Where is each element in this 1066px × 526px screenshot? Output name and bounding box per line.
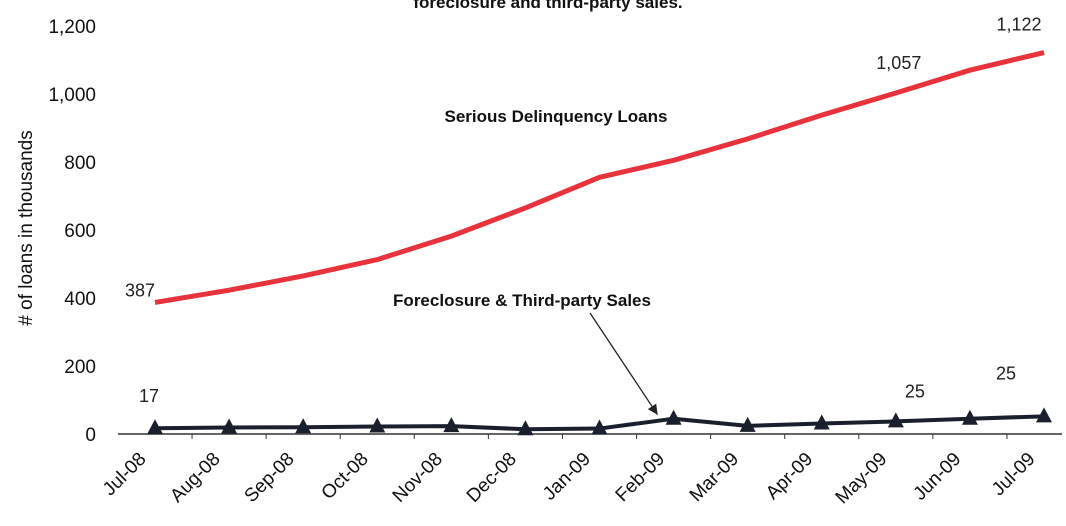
triangle-marker	[295, 418, 312, 434]
y-axis-ticks: 0 200 400 600 800 1,000 1,200	[48, 17, 96, 446]
triangle-marker	[147, 419, 163, 435]
x-tick-label: Nov-08	[389, 449, 447, 507]
serious-delinquency-label: Serious Delinquency Loans	[445, 107, 668, 126]
axes	[118, 433, 1062, 439]
data-labels: 387 1,057 1,122 17 25 25	[125, 15, 1042, 407]
triangle-marker	[665, 409, 682, 425]
x-tick-label: Sep-08	[241, 449, 299, 507]
triangle-marker	[961, 409, 978, 425]
serious-delinquency-line	[154, 50, 1045, 305]
leader-arrow-line	[589, 312, 659, 416]
triangle-marker	[443, 417, 460, 433]
y-tick-label: 400	[64, 289, 96, 310]
data-label: 17	[139, 386, 159, 406]
x-tick-label: Mar-09	[686, 449, 743, 506]
x-tick-label: Jun-09	[910, 449, 966, 505]
x-tick-label: Jan-09	[539, 449, 595, 505]
triangle-marker	[591, 419, 608, 435]
y-tick-label: 800	[64, 153, 96, 174]
triangle-marker	[813, 414, 830, 430]
x-tick-label: Jul-09	[988, 449, 1039, 500]
triangle-marker	[739, 416, 756, 432]
chart-title: foreclosure and third-party sales.	[413, 0, 682, 12]
foreclosure-sales-label: Foreclosure & Third-party Sales	[393, 291, 651, 310]
y-tick-label: 600	[64, 221, 96, 242]
x-tick-label: Apr-09	[762, 449, 817, 504]
data-label: 387	[125, 280, 155, 300]
triangle-marker	[369, 417, 386, 433]
x-axis-ticks: Jul-08 Aug-08 Sep-08 Oct-08 Nov-08 Dec-08 Jan-…	[99, 449, 1039, 509]
triangle-marker	[1036, 407, 1052, 423]
x-tick-label: Dec-08	[463, 449, 521, 507]
y-tick-label: 1,000	[48, 85, 96, 106]
x-tick-label: Jul-08	[99, 449, 150, 500]
y-tick-label: 200	[64, 357, 96, 378]
data-label: 25	[996, 363, 1016, 383]
x-tick-label: Oct-08	[318, 449, 373, 504]
data-label: 1,057	[876, 53, 921, 73]
triangle-marker	[517, 420, 534, 436]
triangle-marker	[887, 412, 904, 428]
triangle-marker	[221, 418, 238, 434]
y-tick-label: 0	[85, 425, 96, 446]
x-tick-label: Feb-09	[612, 449, 669, 506]
y-axis-label: # of loans in thousands	[16, 130, 37, 325]
x-tick-label: May-09	[832, 449, 892, 509]
data-label: 1,122	[996, 15, 1041, 35]
y-tick-label: 1,200	[48, 17, 96, 38]
series-labels: Serious Delinquency Loans Foreclosure & T…	[393, 107, 668, 416]
arrow-head	[647, 403, 658, 415]
data-label: 25	[905, 381, 925, 401]
series-markers	[147, 407, 1052, 436]
x-tick-label: Aug-08	[166, 449, 224, 507]
